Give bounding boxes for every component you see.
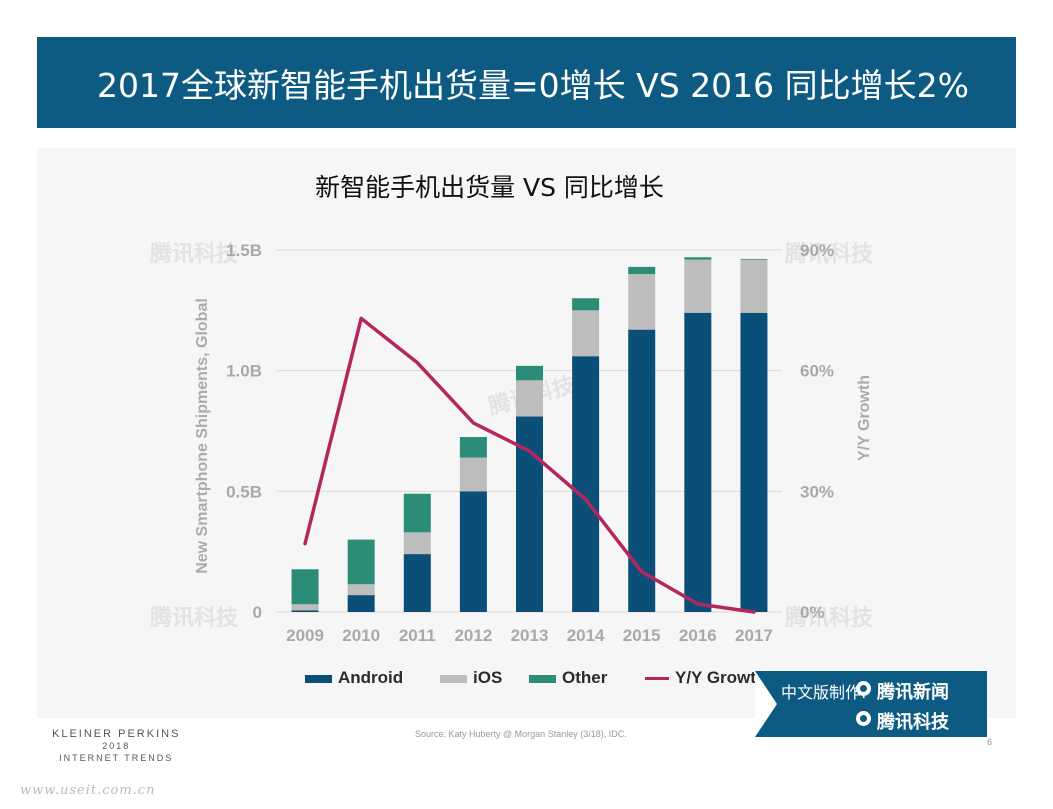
growth-point [415,361,419,365]
page-number: 6 [987,737,993,747]
x-tick-label: 2013 [511,626,549,645]
legend-label: Y/Y Growth [675,668,767,687]
growth-point [584,497,588,501]
bar-ios [740,259,768,313]
legend-label: Other [562,668,608,687]
x-tick-label: 2016 [679,626,717,645]
credit-notch [755,671,777,737]
bar-android [291,610,319,612]
growth-point [752,610,756,614]
x-tick-label: 2014 [567,626,605,645]
page-title: 2017全球新智能手机出货量=0增长 VS 2016 同比增长2% [97,66,969,105]
y-tick-label: 0.5B [226,482,262,501]
bar-android [516,416,543,612]
bar-other [347,539,375,585]
bar-android [572,356,600,612]
watermark: 腾讯科技 [150,242,239,267]
bar-ios [572,310,600,357]
legend-swatch [645,677,669,681]
x-tick-label: 2009 [286,626,324,645]
watermark: 腾讯科技 [785,606,874,631]
credit-box: 中文版制作: 腾讯新闻 腾讯科技 [755,671,987,737]
site-watermark: www.useit.com.cn [20,783,156,798]
growth-point [359,316,363,320]
bar-ios [459,457,487,492]
kpcb-logo: KLEINER PERKINS 2018 INTERNET TRENDS [52,728,180,764]
legend-swatch [440,674,467,683]
legend-growth: Y/Y Growth [645,668,766,688]
growth-point [303,542,307,546]
growth-point [640,570,644,574]
bar-android [740,312,768,612]
bar-ios [403,532,431,555]
legend-swatch [305,674,332,683]
bar-android [628,329,656,612]
bar-other [572,298,600,311]
bar-ios [684,259,712,313]
bar-other [740,258,768,260]
credit-brand-tech: 腾讯科技 [877,712,949,733]
bar-android [403,554,431,612]
x-tick-label: 2017 [735,626,773,645]
chart-title: 新智能手机出货量 VS 同比增长 [315,173,664,202]
news-logo-icon [856,681,871,696]
bar-other [403,493,431,533]
bar-ios [347,584,375,596]
bar-other [516,365,543,381]
tech-logo-icon [856,711,871,726]
logo-line: 2018 [102,741,131,751]
bar-other [459,437,487,458]
legend-other: Other [529,668,607,688]
title-banner: 2017全球新智能手机出货量=0增长 VS 2016 同比增长2% [37,37,1016,128]
bar-ios [516,380,543,417]
watermark: 腾讯科技 [785,242,874,267]
bar-android [684,312,712,612]
credit-label: 中文版制作: [781,683,867,702]
y-tick-label: 1.0B [226,362,262,381]
x-tick-label: 2010 [342,626,380,645]
x-tick-label: 2015 [623,626,661,645]
bar-android [459,491,487,612]
source-note: Source: Katy Huberty @ Morgan Stanley (3… [415,729,627,739]
bar-android [347,595,375,612]
bar-other [684,257,712,260]
growth-point [471,421,475,425]
bar-ios [628,274,656,330]
legend-swatch [529,674,556,683]
watermark: 腾讯科技 [150,606,239,631]
y2-axis-title: Y/Y Growth [856,375,873,461]
credit-brand-news: 腾讯新闻 [877,682,949,703]
y-tick-label: 1.5B [226,241,262,260]
bar-ios [291,604,319,611]
y2-tick-label: 90% [800,241,834,260]
legend-label: iOS [473,668,503,687]
bar-other [628,266,656,275]
x-tick-label: 2012 [454,626,492,645]
bar-other [291,569,319,605]
y2-tick-label: 30% [800,482,834,501]
x-tick-label: 2011 [399,626,436,645]
y2-tick-label: 60% [800,362,834,381]
growth-point [696,602,700,606]
legend-label: Android [338,668,404,687]
y-axis-title: New Smartphone Shipments, Global [194,298,211,574]
y-tick-label: 0 [253,603,262,622]
growth-point [528,449,531,453]
logo-line: KLEINER PERKINS [52,728,181,740]
logo-line: INTERNET TRENDS [59,753,174,763]
y2-tick-label: 0% [800,603,825,622]
legend-ios: iOS [440,668,502,688]
legend-android: Android [305,668,403,688]
